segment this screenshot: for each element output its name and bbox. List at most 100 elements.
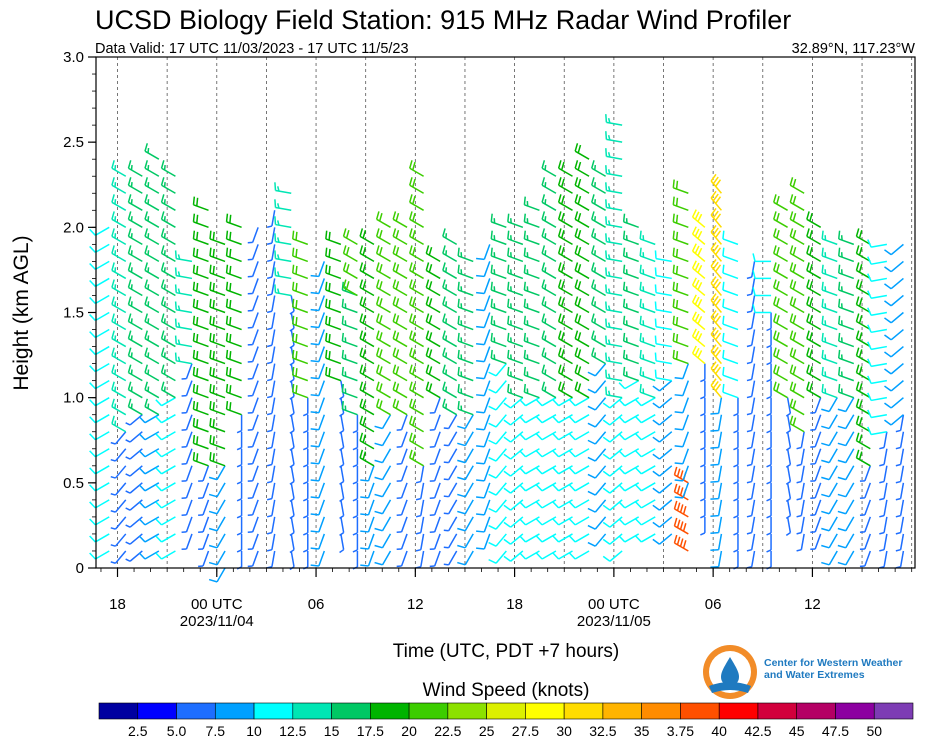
- barb-flag: [622, 349, 626, 359]
- wind-barb: [855, 296, 871, 314]
- barb-shaft: [591, 167, 606, 177]
- barb-shaft: [722, 289, 739, 297]
- barb-flag: [710, 293, 717, 301]
- barb-flag: [229, 316, 232, 326]
- barb-shaft: [111, 320, 127, 331]
- barb-shaft: [251, 414, 259, 430]
- barb-shaft: [226, 408, 242, 416]
- barb-shaft: [623, 272, 639, 280]
- barb-shaft: [491, 221, 507, 229]
- barb-shaft: [524, 306, 540, 314]
- barb-flag: [560, 315, 565, 324]
- barb-shaft: [209, 425, 226, 433]
- barb-shaft: [448, 516, 458, 532]
- wind-barb: [710, 224, 722, 245]
- wind-barb: [766, 431, 772, 451]
- barb-shaft: [750, 295, 756, 312]
- barb-flag: [507, 264, 510, 274]
- barb-shaft: [899, 448, 905, 465]
- barb-flag: [360, 479, 369, 482]
- barb-shaft: [828, 533, 838, 549]
- barb-flag: [127, 364, 132, 373]
- barb-flag: [395, 264, 400, 273]
- wind-barb: [457, 247, 474, 263]
- barb-shaft: [856, 235, 871, 246]
- barb-flag: [712, 329, 719, 338]
- barb-flag: [192, 213, 196, 222]
- wind-barb: [618, 533, 640, 543]
- barb-shaft: [318, 482, 326, 499]
- barb-flag: [155, 467, 163, 475]
- barb-flag: [607, 322, 611, 328]
- barb-shaft: [722, 357, 739, 365]
- barb-flag: [392, 330, 397, 339]
- barb-shaft: [507, 374, 524, 382]
- barb-shaft: [574, 286, 590, 297]
- barb-flag: [796, 480, 802, 484]
- barb-flag: [591, 211, 595, 220]
- barb-flag: [209, 400, 212, 410]
- wind-barb: [746, 397, 756, 416]
- colorbar-swatch: [835, 702, 875, 720]
- barb-flag: [587, 388, 596, 394]
- wind-barb: [541, 245, 557, 263]
- barb-shaft: [111, 303, 127, 314]
- barb-shaft: [114, 533, 127, 547]
- barb-shaft: [692, 352, 706, 365]
- barb-shaft: [558, 516, 573, 526]
- wind-barb: [785, 431, 792, 451]
- barb-flag: [457, 527, 466, 532]
- wind-barb: [111, 194, 127, 211]
- barb-flag: [225, 332, 229, 342]
- barb-shaft: [128, 218, 143, 228]
- barb-flag: [412, 349, 416, 358]
- wind-barb: [429, 550, 441, 568]
- wind-barb: [773, 279, 788, 297]
- barb-shaft: [883, 516, 888, 533]
- barb-flag: [289, 327, 295, 332]
- barb-shaft: [856, 440, 871, 450]
- barb-flag: [89, 433, 96, 441]
- barb-flag: [212, 385, 215, 394]
- wind-barb: [266, 312, 276, 331]
- barb-shaft: [425, 354, 441, 365]
- barb-shaft: [292, 289, 309, 297]
- barb-flag: [544, 369, 547, 375]
- barb-flag: [574, 245, 579, 254]
- barb-flag: [147, 147, 150, 154]
- colorbar-swatch: [292, 702, 332, 720]
- barb-flag: [746, 497, 752, 501]
- wind-barb: [746, 278, 756, 297]
- wind-barb: [773, 296, 788, 314]
- barb-shaft: [814, 397, 822, 413]
- wind-barb: [127, 194, 143, 211]
- barb-shaft: [641, 499, 656, 509]
- wind-barb: [325, 247, 342, 263]
- barb-flag: [341, 298, 344, 308]
- barb-shaft: [641, 533, 656, 543]
- wind-barb: [155, 448, 176, 458]
- barb-flag: [125, 558, 131, 562]
- barb-flag: [746, 310, 752, 314]
- barb-flag: [895, 497, 901, 501]
- barb-flag: [895, 531, 901, 535]
- colorbar-swatch: [98, 702, 139, 720]
- barb-flag: [378, 281, 383, 290]
- barb-flag: [796, 548, 802, 552]
- wind-barb: [310, 312, 326, 329]
- barb-flag: [746, 412, 752, 416]
- barb-flag: [746, 327, 752, 331]
- wind-barb: [352, 482, 359, 502]
- barb-flag: [507, 247, 510, 257]
- barb-shaft: [367, 516, 375, 533]
- barb-flag: [378, 349, 383, 358]
- barb-flag: [712, 363, 719, 372]
- wind-barb: [125, 482, 143, 494]
- barb-flag: [89, 348, 96, 356]
- wind-barb: [884, 328, 904, 341]
- barb-flag: [503, 470, 512, 477]
- barb-shaft: [606, 394, 623, 399]
- barb-shaft: [750, 329, 756, 346]
- barb-flag: [557, 177, 562, 186]
- barb-flag: [574, 364, 579, 373]
